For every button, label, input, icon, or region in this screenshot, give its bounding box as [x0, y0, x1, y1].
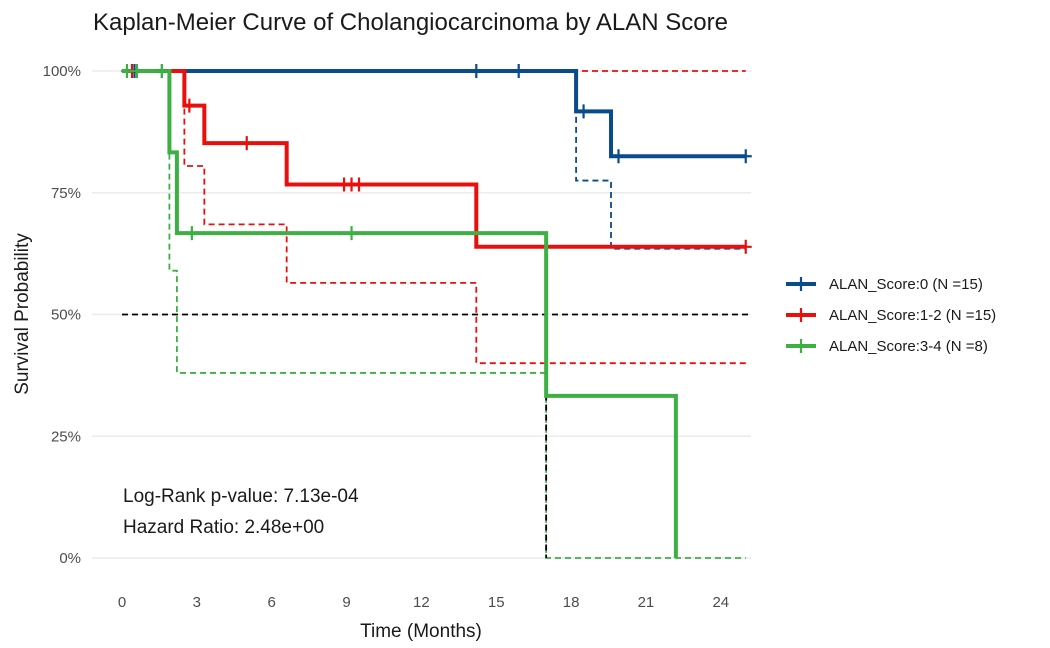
- y-tick-label: 0%: [59, 550, 81, 567]
- y-tick-label: 25%: [51, 428, 81, 445]
- y-tick-label: 50%: [51, 307, 81, 324]
- censor-mark: [186, 226, 198, 240]
- legend-key-censor: [795, 277, 807, 291]
- x-axis-title: Time (Months): [360, 621, 482, 642]
- y-tick-label: 100%: [43, 63, 81, 80]
- x-tick-label: 9: [342, 594, 350, 611]
- x-tick-label: 0: [118, 594, 126, 611]
- y-axis-title: Survival Probability: [12, 233, 33, 395]
- censor-mark: [578, 104, 590, 118]
- x-tick-label: 21: [638, 594, 655, 611]
- x-tick-label: 12: [413, 594, 430, 611]
- censor-mark: [740, 240, 752, 254]
- legend-label: ALAN_Score:0 (N =15): [829, 276, 983, 293]
- legend-key-censor: [795, 308, 807, 322]
- censor-mark: [740, 149, 752, 163]
- x-tick-label: 18: [563, 594, 580, 611]
- legend-label: ALAN_Score:3-4 (N =8): [829, 338, 988, 355]
- censor-mark: [613, 149, 625, 163]
- censor-mark: [353, 177, 365, 191]
- censor-mark: [470, 64, 482, 78]
- legend: ALAN_Score:0 (N =15) ALAN_Score:1-2 (N =1…: [786, 276, 996, 355]
- chart-title: Kaplan-Meier Curve of Cholangiocarcinoma…: [93, 9, 728, 36]
- censor-mark: [156, 64, 168, 78]
- x-tick-label: 15: [488, 594, 505, 611]
- censor-mark: [346, 226, 358, 240]
- hazard-ratio-annotation: Hazard Ratio: 2.48e+00: [123, 517, 324, 538]
- annotations: Log-Rank p-value: 7.13e-04 Hazard Ratio:…: [123, 486, 359, 538]
- censor-mark: [513, 64, 525, 78]
- censor-mark: [241, 136, 253, 150]
- survival-curve: [122, 71, 746, 247]
- ci-lower-line: [122, 71, 746, 249]
- y-tick-labels: 0% 25% 50% 75% 100%: [43, 63, 81, 567]
- ci-lower-line: [122, 71, 746, 363]
- y-tick-label: 75%: [51, 185, 81, 202]
- x-tick-label: 6: [268, 594, 276, 611]
- x-tick-label: 3: [193, 594, 201, 611]
- legend-key-censor: [795, 339, 807, 353]
- logrank-annotation: Log-Rank p-value: 7.13e-04: [123, 486, 359, 507]
- legend-label: ALAN_Score:1-2 (N =15): [829, 307, 996, 324]
- x-tick-labels: 0 3 6 9 12 15 18 21 24: [118, 594, 729, 611]
- censor-marks: [121, 64, 752, 254]
- x-tick-label: 24: [712, 594, 729, 611]
